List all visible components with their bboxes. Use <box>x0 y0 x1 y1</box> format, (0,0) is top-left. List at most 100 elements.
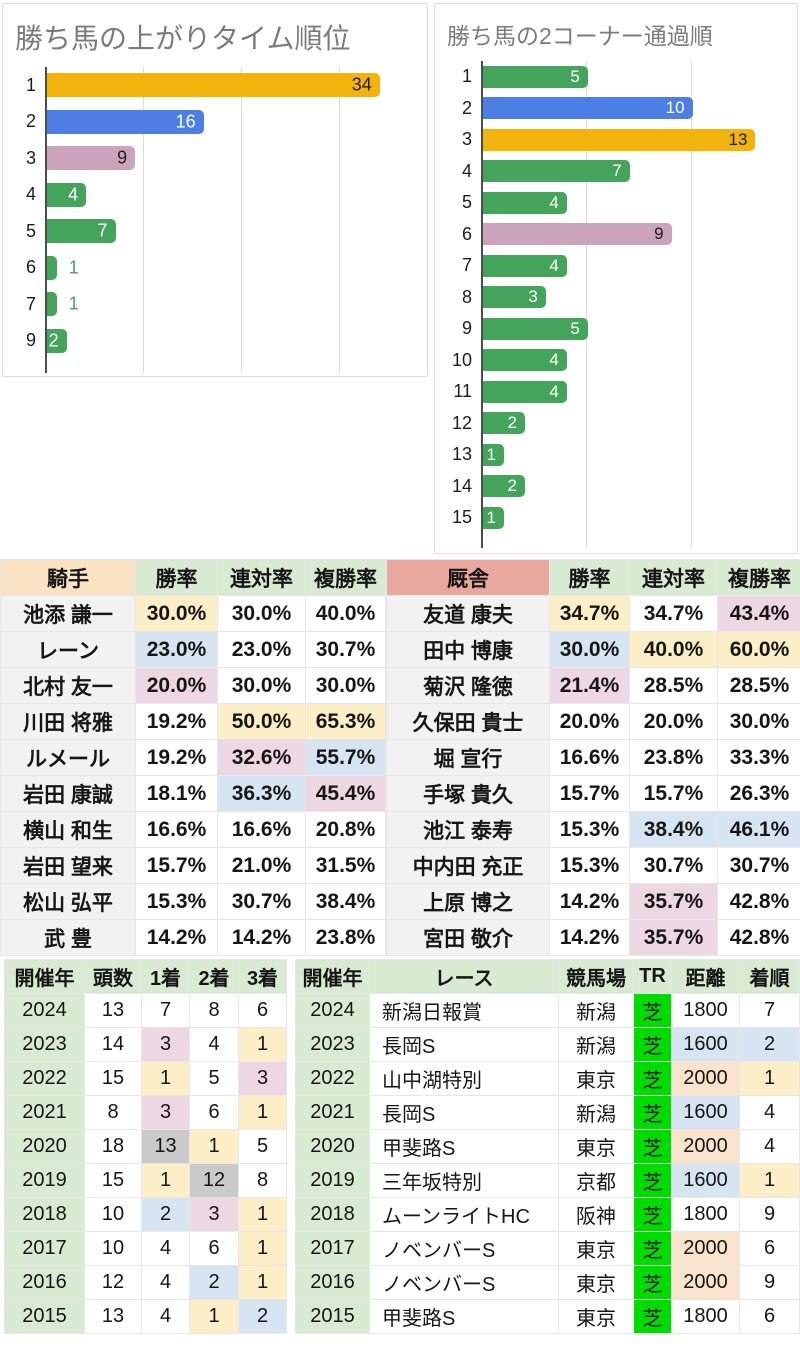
bar-value-label: 7 <box>97 220 108 241</box>
table-row: 2022 山中湖特別 東京芝 2000 1 <box>295 1061 800 1096</box>
column-header: 勝率 <box>135 559 218 596</box>
track-type-cell: 芝 <box>633 1129 672 1164</box>
bar-track: 2 <box>481 412 787 435</box>
category-label: 11 <box>453 381 472 402</box>
rate-cell: 14.2% <box>549 883 630 920</box>
year-cell: 2016 <box>4 1265 85 1300</box>
year-cell: 2018 <box>295 1197 370 1232</box>
bar-value-label: 4 <box>549 192 559 212</box>
finish-position-cell: 9 <box>739 1265 800 1300</box>
table-row: 2017 10 4 6 1 <box>4 1231 287 1266</box>
distance-cell: 2000 <box>671 1231 740 1266</box>
bar-track: 4 <box>45 182 417 207</box>
race-name-cell: ノベンバーS <box>369 1231 559 1266</box>
trainer-name-cell: 久保田 貴士 <box>386 703 550 740</box>
corner2-order-chart-card: 勝ち馬の2コーナー通過順 1 5 2 10 3 13 4 7 5 4 6 9 7 4 8 3 9 5 10 4 11 4 1… <box>434 3 798 554</box>
finish-position-cell: 4 <box>739 1095 800 1130</box>
bar-value-label: 10 <box>665 98 685 118</box>
finish-count-cell: 1 <box>238 1095 287 1130</box>
chart-row: 2 10 <box>439 93 787 125</box>
bar-track: 4 <box>481 191 787 214</box>
finish-count-cell: 3 <box>238 1061 287 1096</box>
bar: 4 <box>483 254 567 277</box>
rate-cell: 36.3% <box>217 775 306 812</box>
category-label: 6 <box>461 223 472 244</box>
rate-cell: 19.2% <box>135 703 218 740</box>
bar-value-label: 1 <box>68 257 79 278</box>
track-type-cell: 芝 <box>633 1265 672 1300</box>
table-row: 2016 12 4 2 1 <box>4 1265 287 1300</box>
rate-cell: 40.0% <box>629 631 718 668</box>
column-header: TR <box>633 959 672 994</box>
rate-cell: 30.7% <box>305 631 386 668</box>
distance-cell: 2000 <box>671 1265 740 1300</box>
year-cell: 2017 <box>295 1231 370 1266</box>
year-table: 開催年 頭数 1着 2着 3着 2024 13 7 8 6 2023 14 3 4 1 2022 15 1 5 3 20… <box>4 959 287 1334</box>
finish-count-cell: 12 <box>189 1163 239 1198</box>
jockey-name-cell: 松山 弘平 <box>0 883 136 920</box>
rate-cell: 15.7% <box>135 847 218 884</box>
bar: 1 <box>483 506 504 529</box>
bar-value-label: 2 <box>507 413 517 433</box>
jockey-name-cell: ルメール <box>0 739 136 776</box>
rate-cell: 32.6% <box>217 739 306 776</box>
table-row: 友道 康夫 34.7% 34.7% 43.4% <box>386 595 800 632</box>
bar-track: 1 <box>481 506 787 529</box>
category-label: 9 <box>25 330 36 351</box>
finish-count-cell: 2 <box>238 1299 287 1334</box>
category-label: 4 <box>461 160 472 181</box>
field-size-cell: 15 <box>84 1061 142 1096</box>
finish-count-cell: 3 <box>141 1095 190 1130</box>
finish-count-cell: 3 <box>141 1027 190 1062</box>
chart-title-last3f-rank: 勝ち馬の上がりタイム順位 <box>15 23 351 54</box>
bar: 4 <box>483 349 567 372</box>
category-label: 2 <box>25 111 36 132</box>
rate-cell: 23.8% <box>629 739 718 776</box>
chart-row: 12 2 <box>439 408 787 440</box>
table-row: 池添 謙一 30.0% 30.0% 40.0% <box>0 595 386 632</box>
bar: 5 <box>483 65 588 88</box>
table-body: 友道 康夫 34.7% 34.7% 43.4% 田中 博康 30.0% 40.0% 60.0%… <box>386 595 800 956</box>
race-name-cell: ムーンライトHC <box>369 1197 559 1232</box>
rate-cell: 19.2% <box>135 739 218 776</box>
bar-value-label: 4 <box>549 350 559 370</box>
field-size-cell: 10 <box>84 1197 142 1232</box>
table-body: 池添 謙一 30.0% 30.0% 40.0% レーン 23.0% 23.0% 30.7% 北村… <box>0 595 386 956</box>
header-row: 開催年 頭数 1着 2着 3着 <box>4 959 287 994</box>
bar-value-label: 4 <box>68 184 79 205</box>
year-cell: 2023 <box>4 1027 85 1062</box>
category-label: 3 <box>461 129 472 150</box>
distance-cell: 1800 <box>671 993 740 1028</box>
rate-cell: 14.2% <box>549 919 630 956</box>
rate-cell: 20.0% <box>135 667 218 704</box>
bar: 16 <box>47 109 204 134</box>
column-header: 開催年 <box>4 959 85 994</box>
finish-position-cell: 6 <box>739 1231 800 1266</box>
rate-cell: 43.4% <box>717 595 800 632</box>
bar-value-label: 1 <box>68 293 79 314</box>
track-type-cell: 芝 <box>633 1095 672 1130</box>
finish-count-cell: 5 <box>189 1061 239 1096</box>
rate-cell: 15.7% <box>549 775 630 812</box>
finish-count-cell: 1 <box>189 1299 239 1334</box>
category-label: 8 <box>461 286 472 307</box>
year-cell: 2022 <box>295 1061 370 1096</box>
table-row: 2016 ノベンバーS 東京芝 2000 9 <box>295 1265 800 1300</box>
bar-value-label: 9 <box>117 147 128 168</box>
trainer-name-cell: 友道 康夫 <box>386 595 550 632</box>
table-row: 中内田 充正 15.3% 30.7% 30.7% <box>386 847 800 884</box>
year-cell: 2017 <box>4 1231 85 1266</box>
bar-track: 3 <box>481 286 787 309</box>
rate-cell: 20.8% <box>305 811 386 848</box>
column-header: 連対率 <box>217 559 306 596</box>
table-row: 北村 友一 20.0% 30.0% 30.0% <box>0 667 386 704</box>
rate-cell: 15.7% <box>629 775 718 812</box>
table-row: 川田 将雅 19.2% 50.0% 65.3% <box>0 703 386 740</box>
category-label: 2 <box>461 97 472 118</box>
table-row: 2018 10 2 3 1 <box>4 1197 287 1232</box>
track-type-cell: 芝 <box>633 1299 672 1334</box>
year-cell: 2021 <box>4 1095 85 1130</box>
